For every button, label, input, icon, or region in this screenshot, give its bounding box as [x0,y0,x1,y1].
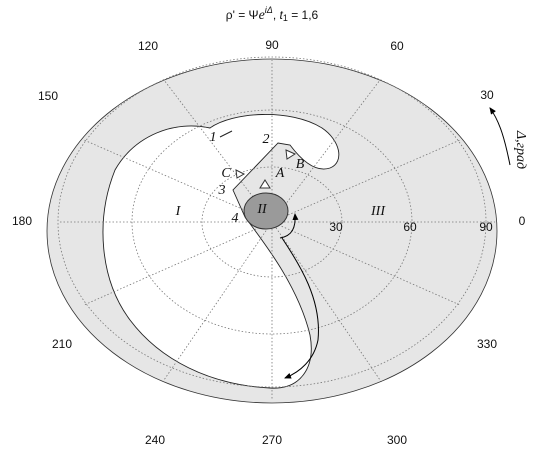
angle-label: 0 [519,214,526,228]
angle-label: 300 [387,433,407,447]
region-label: I [175,204,182,219]
title-part: = 1,6 [288,8,319,22]
point-label: 3 [218,183,226,198]
title-part: ρ' = Ψ [226,8,259,22]
angle-label: 210 [52,337,72,351]
point-label: 2 [263,132,270,147]
title: ρ' = ΨeiΔ, t1 = 1,6 [226,5,319,23]
arrow-center [279,213,299,239]
radial-label: 60 [403,220,417,234]
region-white [102,114,340,389]
angle-label: 240 [145,433,165,447]
angle-label: 90 [265,38,279,52]
radial-label: 90 [479,220,493,234]
arrow-angle [489,107,511,166]
title-part: 1 [283,13,288,23]
point-label: A [275,166,285,181]
radial-label: 30 [329,220,343,234]
marker-c [235,169,246,179]
angle-label: 180 [12,214,32,228]
title-part: e [259,8,265,23]
angle-label: 150 [38,89,58,103]
angle-label: 120 [138,39,158,53]
line-1 [219,130,233,138]
title-part: , [273,8,280,22]
angle-label: 270 [262,433,282,447]
angle-label: 30 [480,88,494,102]
point-label: 1 [210,130,217,145]
region-ii [243,192,289,230]
angle-label: 60 [390,39,404,53]
angle-label: 330 [477,337,497,351]
arrow-tail [281,237,319,379]
title-part: t [280,8,284,22]
point-label: B [296,157,305,172]
region-label: II [256,202,268,217]
point-label: 4 [232,211,239,226]
marker-b [285,149,297,160]
title-part: iΔ [265,5,273,15]
region-label: III [370,204,386,219]
marker-a [259,179,271,189]
axis-label: Δ,град [513,130,528,169]
point-label: C [221,166,231,181]
